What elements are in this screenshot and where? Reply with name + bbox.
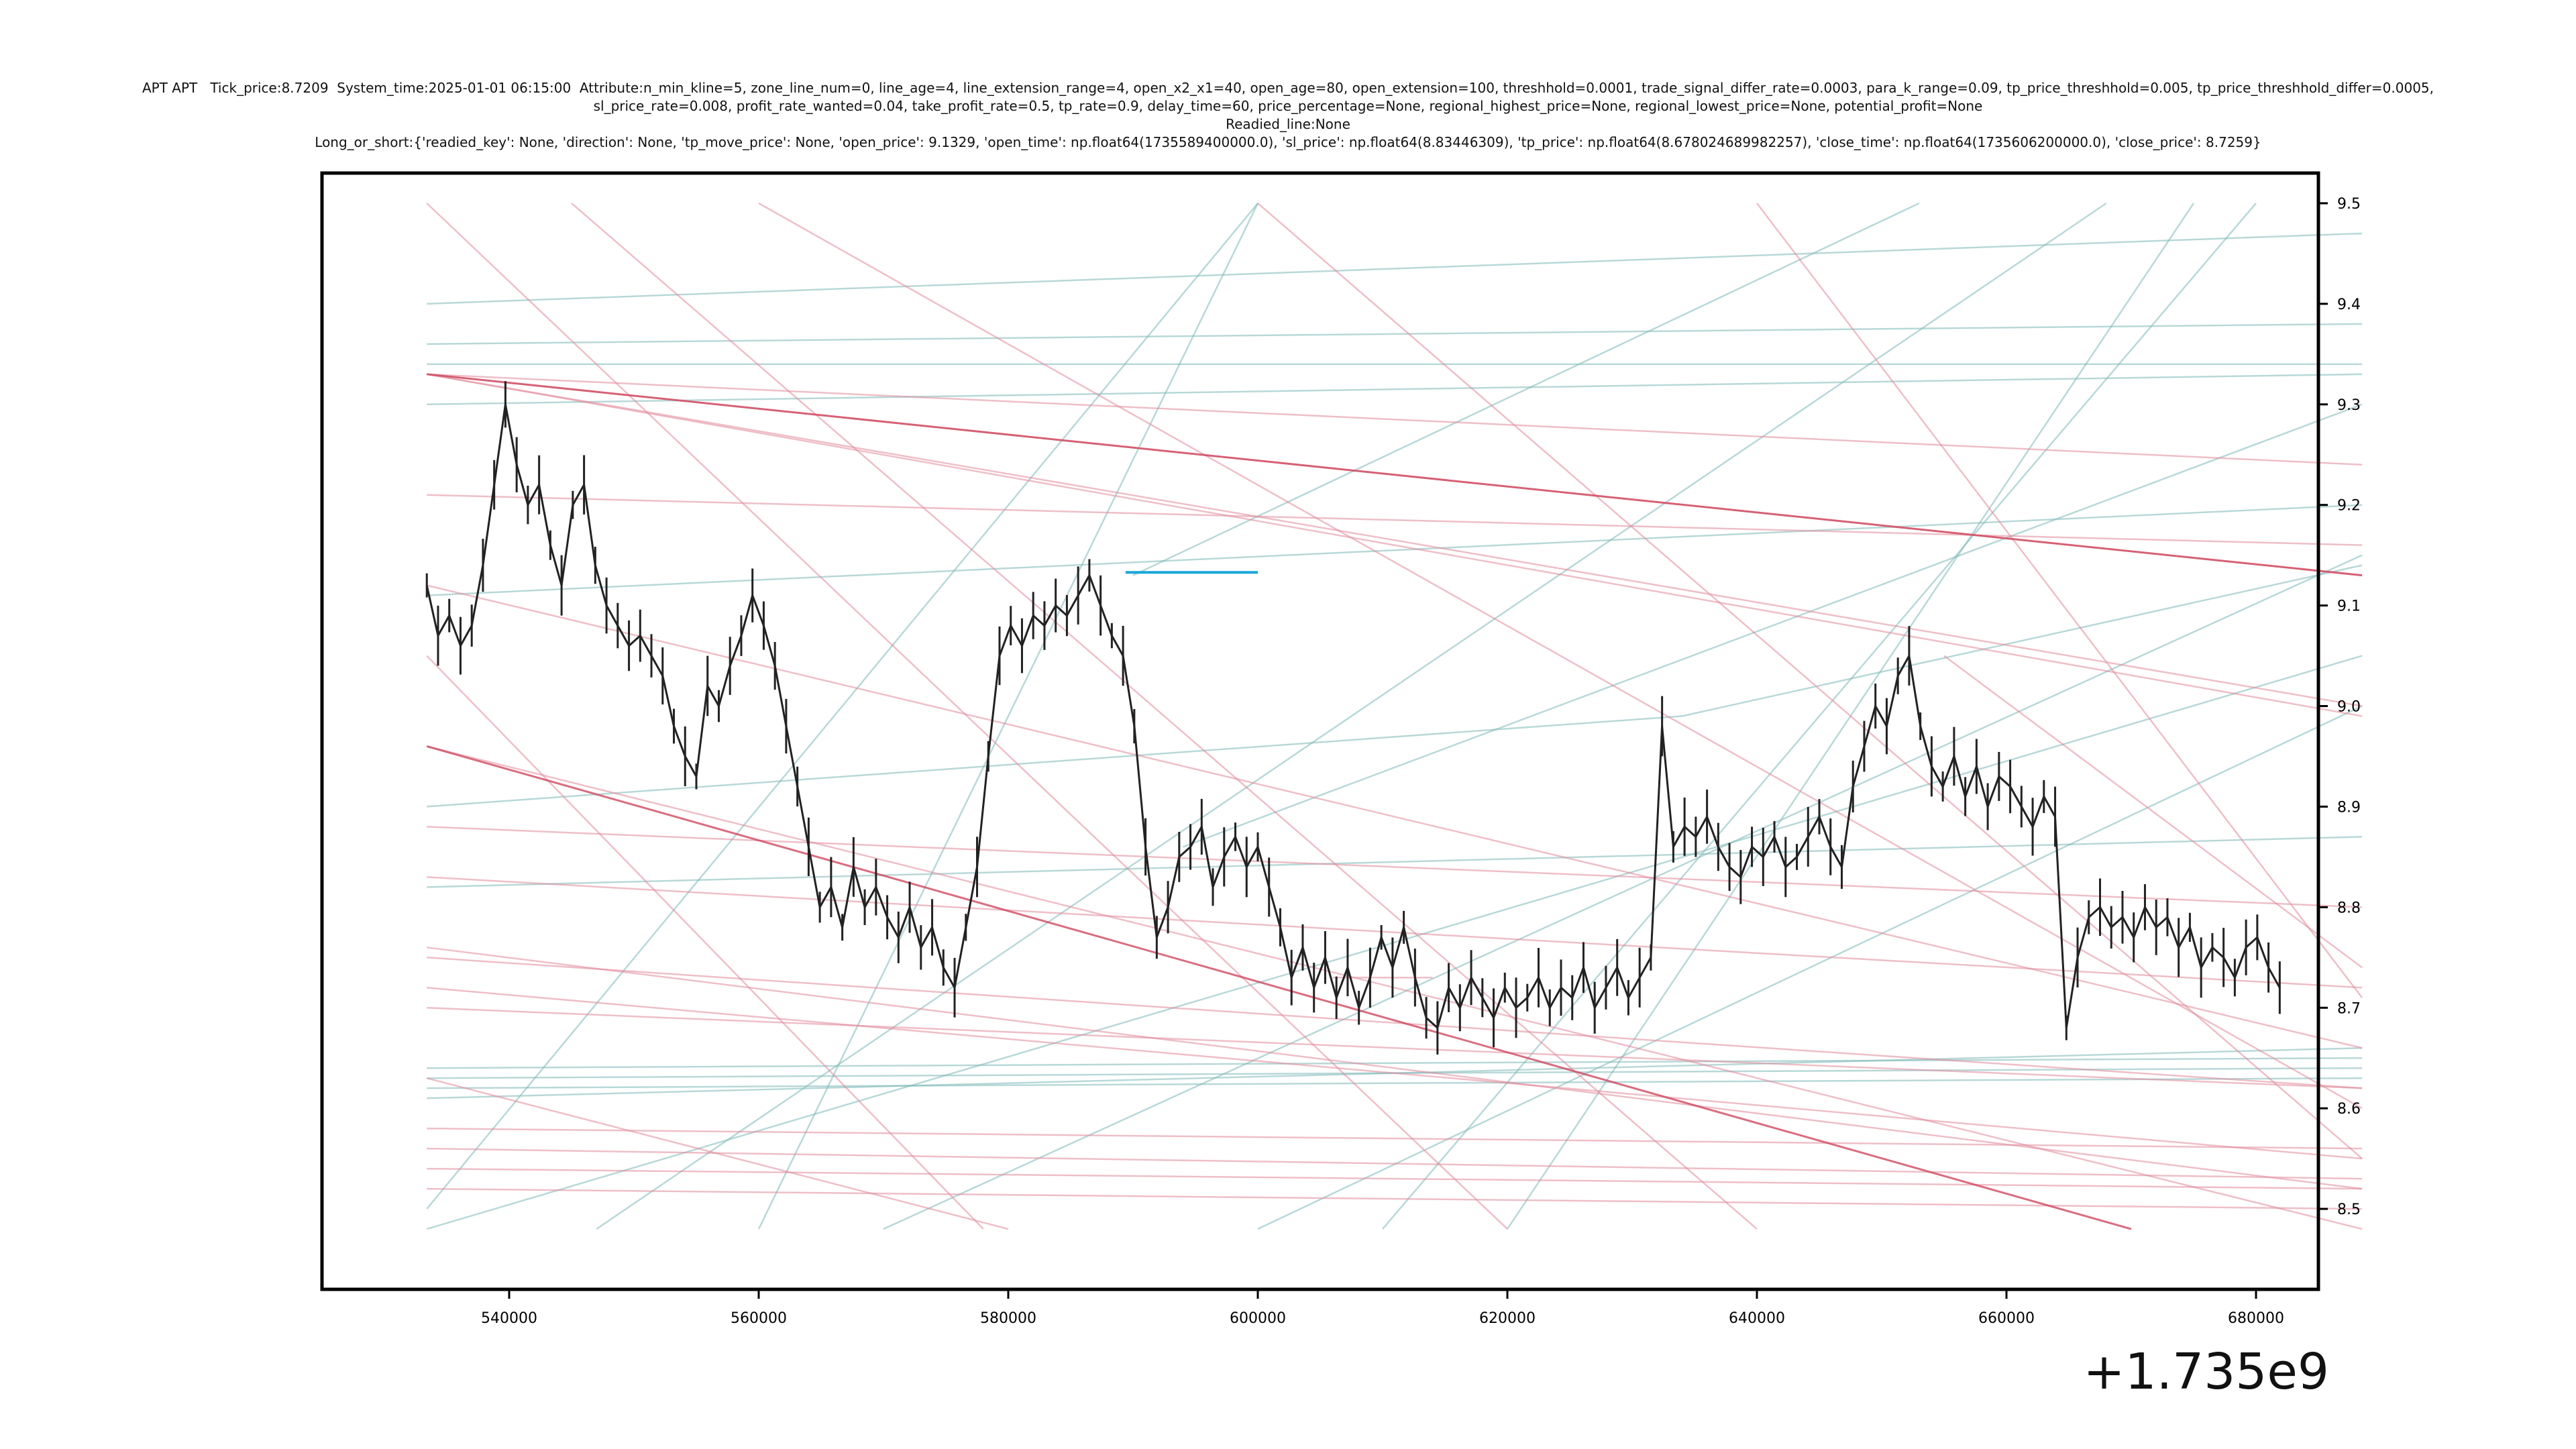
resistance-line-11	[427, 1167, 2363, 1190]
title-line-4: Long_or_short:{'readied_key': None, 'dir…	[315, 134, 2261, 150]
x-axis: 540000 560000 580000 600000 620000 640000 6600…	[481, 1289, 2284, 1327]
resistance-line-20	[426, 584, 2363, 1049]
y-axis: 8.5 8.6 8.7 8.8 8.9 9.0 9.1 9.2 9.3 9.4 9.5	[2318, 196, 2361, 1218]
title-line-3: Readied_line:None	[1226, 116, 1350, 132]
support-line-19	[427, 504, 2363, 596]
resistance-line-1	[427, 373, 2363, 707]
resistance-line-17	[426, 203, 1508, 1230]
resistance-line-18	[571, 203, 1758, 1230]
resistance-line-19	[1257, 203, 2363, 1160]
support-line-14	[1382, 203, 2257, 1230]
support-lines	[426, 202, 2363, 1230]
support-line-5	[427, 1077, 2363, 1089]
title-line-2: sl_price_rate=0.008, profit_rate_wanted=…	[593, 98, 1983, 114]
support-line-20	[426, 203, 1258, 1210]
resistance-line-6	[427, 947, 2363, 1190]
resistance-line-15	[1756, 203, 2363, 999]
y-tick-label-10: 9.5	[2337, 196, 2361, 213]
price-line	[425, 404, 2281, 1030]
y-tick-label-6: 9.1	[2337, 598, 2361, 615]
support-line-21	[1257, 705, 2363, 1230]
y-tick-label-7: 9.2	[2337, 498, 2361, 515]
resistance-line-24	[427, 494, 2363, 546]
resistance-line-9	[427, 1127, 2363, 1150]
title-line-1: APT APT Tick_price:8.7209 System_time:20…	[142, 80, 2434, 96]
resistance-line-4	[426, 655, 984, 1230]
support-line-18	[1682, 564, 2363, 717]
y-tick-label-5: 9.0	[2337, 699, 2361, 716]
resistance-line-2	[427, 373, 2363, 466]
chart-title: APT APT Tick_price:8.7209 System_time:20…	[0, 79, 2576, 152]
support-line-0	[427, 373, 2363, 406]
resistance-line-12	[427, 1187, 2363, 1210]
resistance-line-14	[1943, 655, 2363, 969]
resistance-line-16	[758, 202, 2363, 1110]
x-axis-offset-label: +1.735e9	[2083, 1343, 2329, 1401]
resistance-lines	[426, 202, 2363, 1230]
x-tick-label-3: 600000	[1230, 1310, 1286, 1327]
strong-resistance-line-1	[426, 745, 2132, 1230]
support-line-3	[427, 232, 2363, 305]
x-tick-label-4: 620000	[1479, 1310, 1536, 1327]
y-tick-label-8: 9.3	[2337, 397, 2361, 414]
x-tick-label-0: 540000	[481, 1310, 537, 1327]
support-line-13	[1182, 403, 2363, 848]
resistance-line-8	[427, 1007, 2363, 1089]
support-line-11	[883, 554, 2363, 1230]
y-tick-label-3: 8.8	[2337, 900, 2361, 916]
price-series	[425, 381, 2281, 1055]
support-line-7	[427, 1057, 2363, 1069]
y-tick-label-4: 8.9	[2337, 799, 2361, 816]
x-tick-label-6: 660000	[1978, 1310, 2035, 1327]
support-line-16	[427, 836, 2363, 888]
x-tick-label-7: 680000	[2228, 1310, 2284, 1327]
x-tick-label-5: 640000	[1729, 1310, 1785, 1327]
resistance-line-25	[427, 957, 2363, 1089]
resistance-line-7	[427, 987, 2363, 1160]
support-line-17	[427, 715, 1682, 808]
y-tick-label-2: 8.7	[2337, 1000, 2361, 1017]
support-line-9	[596, 202, 2107, 1230]
y-tick-label-9: 9.4	[2337, 297, 2361, 313]
y-tick-label-1: 8.6	[2337, 1101, 2361, 1118]
y-tick-label-0: 8.5	[2337, 1201, 2361, 1218]
support-line-8	[426, 655, 2363, 1230]
resistance-line-22	[427, 876, 2363, 989]
plot-frame	[320, 171, 2320, 1291]
x-tick-label-1: 560000	[731, 1310, 787, 1327]
resistance-line-10	[427, 1147, 2363, 1180]
resistance-line-13	[426, 1077, 1009, 1230]
strong-resistance-lines	[426, 373, 2363, 1230]
support-line-12	[1132, 202, 1920, 576]
resistance-line-21	[427, 826, 2363, 908]
support-line-10	[757, 203, 1259, 1230]
strong-resistance-line-0	[427, 373, 2363, 577]
support-line-2	[427, 323, 2363, 345]
x-tick-label-2: 580000	[980, 1310, 1036, 1327]
resistance-line-3	[427, 373, 2363, 717]
